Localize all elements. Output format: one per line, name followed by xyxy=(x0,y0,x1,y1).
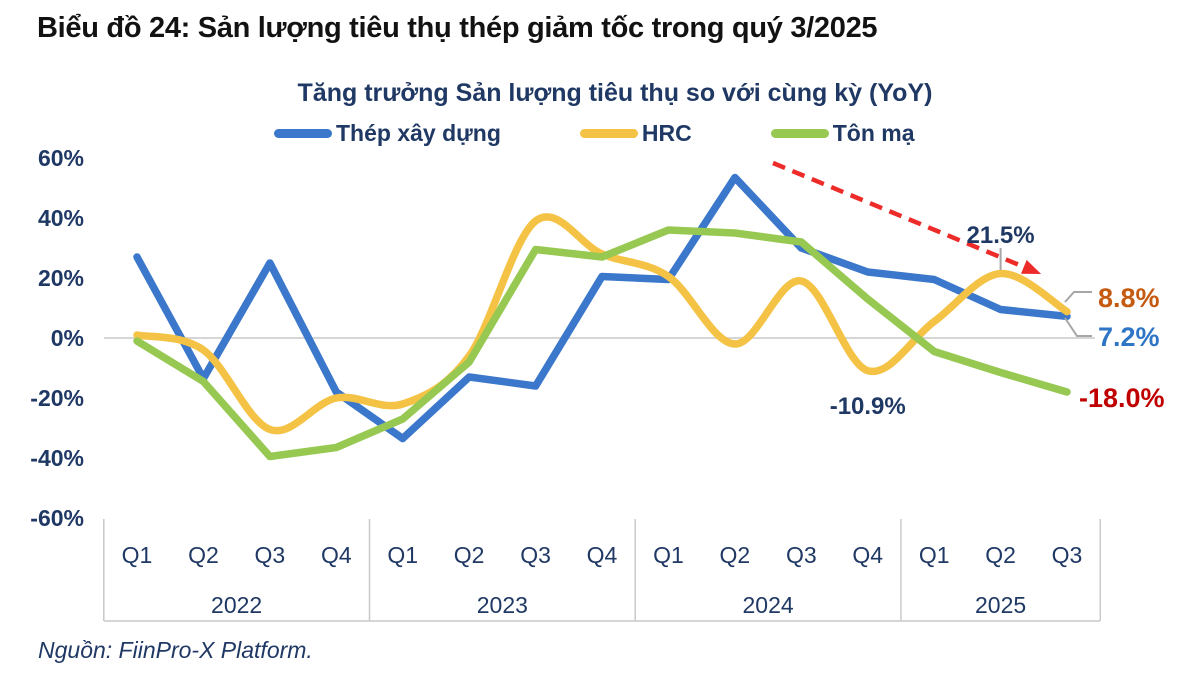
y-axis-tick-label: -60% xyxy=(30,505,84,531)
annotation-trough-label: -10.9% xyxy=(830,393,906,420)
quarter-label: Q2 xyxy=(720,542,751,568)
legend-item-2: Tôn mạ xyxy=(770,119,915,147)
year-label: 2025 xyxy=(975,592,1026,618)
end-label-2: -18.0% xyxy=(1079,383,1165,413)
quarter-label: Q3 xyxy=(786,542,817,568)
end-label-1: 7.2% xyxy=(1098,322,1160,352)
legend-line-swatch-icon xyxy=(770,128,829,138)
quarter-label: Q2 xyxy=(454,542,485,568)
y-axis-tick-label: -40% xyxy=(30,445,84,471)
y-axis-tick-label: 0% xyxy=(51,325,84,351)
end-label-0: 8.8% xyxy=(1098,283,1160,313)
legend-line-swatch-icon xyxy=(274,128,332,138)
quarter-label: Q4 xyxy=(587,542,618,568)
year-label: 2023 xyxy=(477,592,528,618)
trend-arrow-icon xyxy=(772,160,1042,275)
chart-subtitle: Tăng trưởng Sản lượng tiêu thụ so với cù… xyxy=(297,79,933,107)
y-axis-tick-label: 60% xyxy=(38,145,84,171)
annotation-peak-label: 21.5% xyxy=(967,222,1035,249)
legend-line-swatch-icon xyxy=(579,128,638,138)
end-label-bracket-top xyxy=(1064,291,1092,303)
year-label: 2024 xyxy=(742,592,793,618)
legend-item-1: HRC xyxy=(579,119,692,147)
quarter-label: Q2 xyxy=(985,542,1016,568)
end-label-bracket-bottom xyxy=(1064,317,1092,337)
y-axis-tick-label: 20% xyxy=(38,265,84,291)
legend-item-label: Tôn mạ xyxy=(832,119,915,146)
quarter-label: Q2 xyxy=(188,542,219,568)
series-line-2 xyxy=(133,226,1071,461)
series-line-1 xyxy=(133,213,1071,435)
quarter-label: Q1 xyxy=(919,542,950,568)
legend-item-label: Thép xây dựng xyxy=(336,119,501,146)
quarter-label: Q3 xyxy=(1052,542,1083,568)
quarter-label: Q1 xyxy=(122,542,153,568)
quarter-label: Q3 xyxy=(255,542,286,568)
y-axis-tick-label: -20% xyxy=(30,385,84,411)
series-line-0 xyxy=(133,173,1071,443)
legend-item-0: Thép xây dựng xyxy=(274,120,501,147)
quarter-label: Q3 xyxy=(520,542,551,568)
year-label: 2022 xyxy=(211,592,262,618)
legend-item-label: HRC xyxy=(641,119,692,146)
quarter-label: Q4 xyxy=(321,542,352,568)
quarter-label: Q1 xyxy=(653,542,684,568)
quarter-label: Q4 xyxy=(852,542,883,568)
y-axis-tick-label: 40% xyxy=(38,205,84,231)
source-note: Nguồn: FiinPro-X Platform. xyxy=(38,637,313,663)
quarter-label: Q1 xyxy=(387,542,418,568)
legend: Thép xây dựng HRC Tôn mạ xyxy=(274,119,915,147)
chart-title: Biểu đồ 24: Sản lượng tiêu thụ thép giảm… xyxy=(37,12,878,44)
